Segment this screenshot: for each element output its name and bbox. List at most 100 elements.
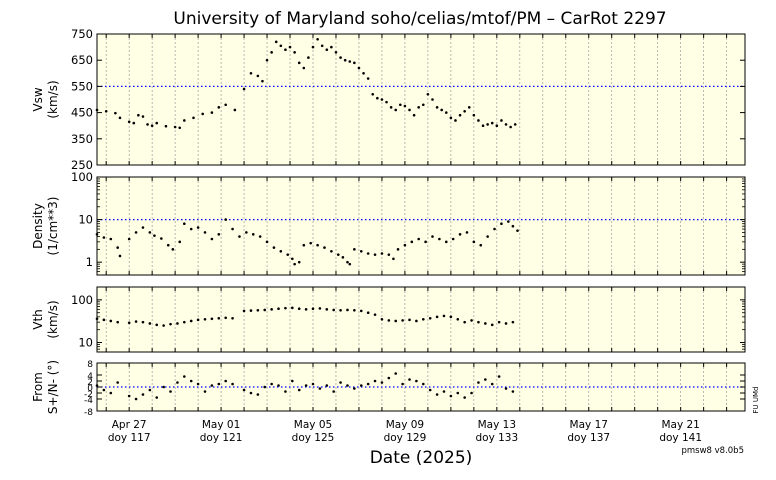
data-point [451, 237, 455, 241]
data-point [472, 240, 476, 244]
data-point [127, 321, 131, 325]
data-point [323, 246, 326, 249]
data-point [497, 375, 501, 378]
data-point [150, 124, 154, 127]
y-axis-label-line: Density [31, 203, 45, 249]
data-point [162, 324, 165, 327]
data-point [134, 231, 138, 234]
y-tick-label: 350 [71, 132, 93, 146]
data-point [380, 318, 384, 321]
data-point [263, 385, 267, 389]
data-point [507, 220, 510, 223]
data-point [102, 236, 106, 239]
data-point [490, 121, 494, 125]
data-point [444, 240, 448, 244]
data-point [210, 237, 214, 241]
data-point [270, 308, 273, 311]
data-point [297, 61, 301, 65]
data-point [392, 257, 395, 261]
data-point [155, 323, 159, 327]
data-point [256, 393, 260, 396]
data-point [403, 243, 407, 247]
data-point [265, 240, 269, 244]
x-tick-doy-label: doy 133 [475, 432, 518, 444]
data-point [486, 235, 489, 238]
x-tick-date-label: May 05 [294, 419, 332, 431]
y-tick-label: 550 [71, 79, 93, 93]
data-point [164, 124, 168, 128]
data-point [109, 319, 113, 323]
data-point [249, 391, 253, 395]
data-point [277, 384, 280, 387]
data-point [242, 388, 246, 392]
data-point [484, 378, 487, 381]
data-point [330, 250, 333, 253]
data-point [210, 384, 214, 387]
data-point [127, 394, 131, 398]
data-point [261, 79, 264, 83]
data-point [127, 237, 131, 241]
data-point [401, 382, 404, 386]
data-point [270, 51, 273, 54]
data-point [465, 231, 469, 234]
data-point [346, 384, 349, 387]
data-point [132, 121, 136, 125]
data-point [493, 227, 496, 231]
data-point [412, 113, 416, 117]
data-point [178, 240, 182, 244]
data-point [332, 308, 335, 312]
version-label: pmsw8 v8.0b5 [681, 446, 744, 456]
data-point [353, 248, 356, 251]
data-point [309, 241, 313, 245]
data-point [394, 319, 398, 323]
data-point [504, 123, 508, 126]
data-point [189, 319, 193, 323]
data-point [148, 231, 152, 234]
data-point [277, 307, 280, 311]
data-point [403, 104, 407, 108]
panel-density: 1 10 100 Density(1/cm**3) [31, 170, 746, 276]
data-point [325, 308, 329, 311]
data-point [217, 382, 221, 386]
data-point [196, 318, 200, 322]
x-tick-doy-label: doy 121 [200, 432, 243, 444]
panel-vth: 10 100 Vth(km/s) [31, 286, 746, 353]
x-tick-date-label: May 01 [202, 419, 240, 431]
data-point [387, 376, 391, 380]
data-point [500, 119, 503, 122]
data-point [339, 56, 342, 59]
data-point [353, 387, 356, 390]
panel-background [97, 287, 745, 352]
data-point [440, 108, 443, 112]
data-point [291, 306, 294, 310]
data-point [477, 119, 480, 122]
data-point [387, 319, 391, 322]
data-point [458, 233, 462, 236]
data-point [376, 96, 379, 100]
data-point [359, 250, 363, 253]
data-point [109, 237, 113, 241]
data-point [339, 308, 342, 312]
data-point [155, 396, 159, 399]
data-point [162, 385, 165, 389]
data-point [249, 72, 253, 75]
data-point [346, 308, 349, 312]
data-point [109, 391, 113, 395]
data-point [256, 308, 260, 312]
data-point [486, 123, 489, 126]
data-point [203, 231, 207, 234]
data-point [511, 390, 515, 393]
data-point [316, 37, 319, 41]
data-point [104, 109, 108, 113]
data-point [454, 119, 457, 122]
data-point [245, 231, 248, 234]
data-point [196, 226, 200, 229]
data-point [189, 379, 193, 383]
data-point [183, 375, 186, 378]
data-point [217, 233, 221, 236]
data-point [479, 243, 483, 247]
data-point [424, 240, 427, 244]
data-point [435, 106, 439, 109]
y-axis-label: Vsw(km/s) [31, 80, 60, 118]
y-tick-label: 450 [71, 106, 93, 120]
